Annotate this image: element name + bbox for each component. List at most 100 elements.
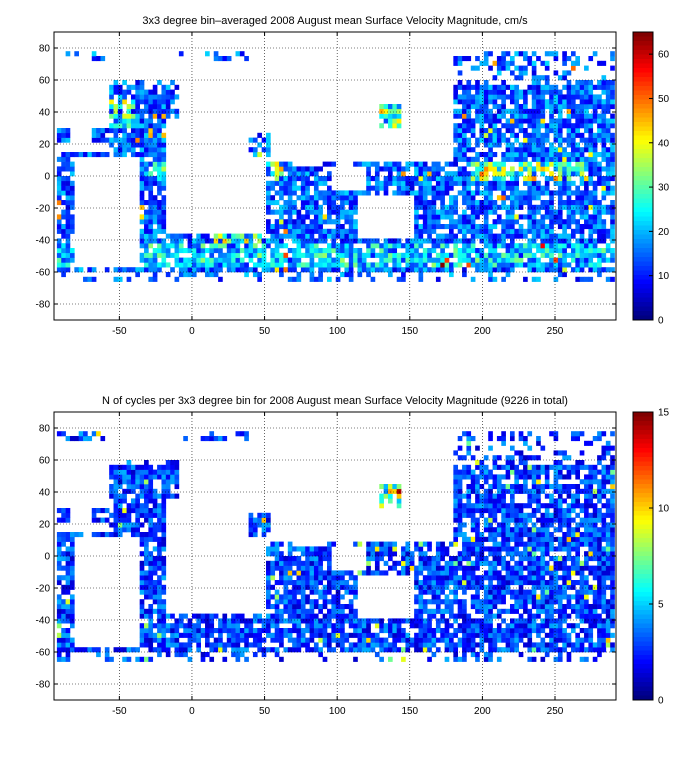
bin-cell (161, 157, 166, 162)
bin-cell (588, 157, 593, 162)
colorbar-segment (633, 172, 653, 177)
bin-cell (523, 128, 528, 133)
bin-cell (249, 642, 254, 647)
cycle-count-panel: N of cycles per 3x3 degree bin for 2008 … (0, 380, 696, 760)
bin-cell (340, 604, 345, 609)
bin-cell (519, 474, 524, 479)
bin-cell (449, 647, 454, 652)
bin-cell (423, 566, 428, 571)
bin-cell (161, 561, 166, 566)
bin-cell (484, 575, 489, 580)
bin-cell (144, 109, 149, 114)
bin-cell (497, 590, 502, 595)
bin-cell (70, 542, 75, 547)
bin-cell (545, 652, 550, 657)
bin-cell (419, 171, 424, 176)
bin-cell (593, 190, 598, 195)
bin-cell (523, 532, 528, 537)
bin-cell (527, 248, 532, 253)
bin-cell (57, 200, 62, 205)
bin-cell (545, 494, 550, 499)
bin-cell (166, 248, 171, 253)
bin-cell (205, 614, 210, 619)
bin-cell (270, 200, 275, 205)
bin-cell (440, 181, 445, 186)
bin-cell (70, 546, 75, 551)
bin-cell (545, 176, 550, 181)
bin-cell (122, 522, 127, 527)
bin-cell (253, 243, 258, 248)
bin-cell (484, 181, 489, 186)
bin-cell (445, 561, 450, 566)
bin-cell (501, 166, 506, 171)
bin-cell (336, 585, 341, 590)
bin-cell (275, 652, 280, 657)
bin-cell (266, 166, 271, 171)
bin-cell (218, 262, 223, 267)
bin-cell (222, 262, 227, 267)
bin-cell (140, 94, 145, 99)
bin-cell (288, 200, 293, 205)
bin-cell (484, 474, 489, 479)
bin-cell (327, 642, 332, 647)
bin-cell (610, 133, 615, 138)
bin-cell (135, 518, 140, 523)
bin-cell (540, 522, 545, 527)
bin-cell (144, 267, 149, 272)
bin-cell (166, 614, 171, 619)
bin-cell (527, 152, 532, 157)
data-bins (57, 431, 615, 662)
bin-cell (127, 518, 132, 523)
bin-cell (96, 128, 101, 133)
bin-cell (562, 200, 567, 205)
bin-cell (118, 118, 123, 123)
bin-cell (379, 104, 384, 109)
bin-cell (475, 566, 480, 571)
bin-cell (549, 513, 554, 518)
bin-cell (401, 267, 406, 272)
bin-cell (114, 498, 119, 503)
bin-cell (157, 267, 162, 272)
bin-cell (458, 494, 463, 499)
bin-cell (419, 628, 424, 633)
bin-cell (479, 484, 484, 489)
bin-cell (601, 61, 606, 66)
bin-cell (100, 133, 105, 138)
bin-cell (175, 258, 180, 263)
bin-cell (262, 532, 267, 537)
bin-cell (545, 248, 550, 253)
bin-cell (66, 580, 71, 585)
bin-cell (554, 90, 559, 95)
bin-cell (397, 114, 402, 119)
bin-cell (305, 210, 310, 215)
bin-cell (458, 527, 463, 532)
bin-cell (453, 450, 458, 455)
bin-cell (175, 642, 180, 647)
bin-cell (462, 195, 467, 200)
bin-cell (540, 570, 545, 575)
bin-cell (353, 628, 358, 633)
bin-cell (301, 190, 306, 195)
bin-cell (440, 633, 445, 638)
bin-cell (519, 638, 524, 643)
bin-cell (601, 190, 606, 195)
bin-cell (562, 267, 567, 272)
bin-cell (436, 618, 441, 623)
bin-cell (331, 258, 336, 263)
bin-cell (318, 590, 323, 595)
bin-cell (432, 238, 437, 243)
bin-cell (436, 585, 441, 590)
bin-cell (545, 61, 550, 66)
bin-cell (558, 224, 563, 229)
bin-cell (545, 594, 550, 599)
bin-cell (510, 566, 515, 571)
bin-cell (462, 618, 467, 623)
bin-cell (514, 450, 519, 455)
bin-cell (397, 494, 402, 499)
bin-cell (153, 527, 158, 532)
bin-cell (610, 205, 615, 210)
bin-cell (161, 219, 166, 224)
bin-cell (584, 66, 589, 71)
bin-cell (275, 609, 280, 614)
bin-cell (606, 205, 611, 210)
